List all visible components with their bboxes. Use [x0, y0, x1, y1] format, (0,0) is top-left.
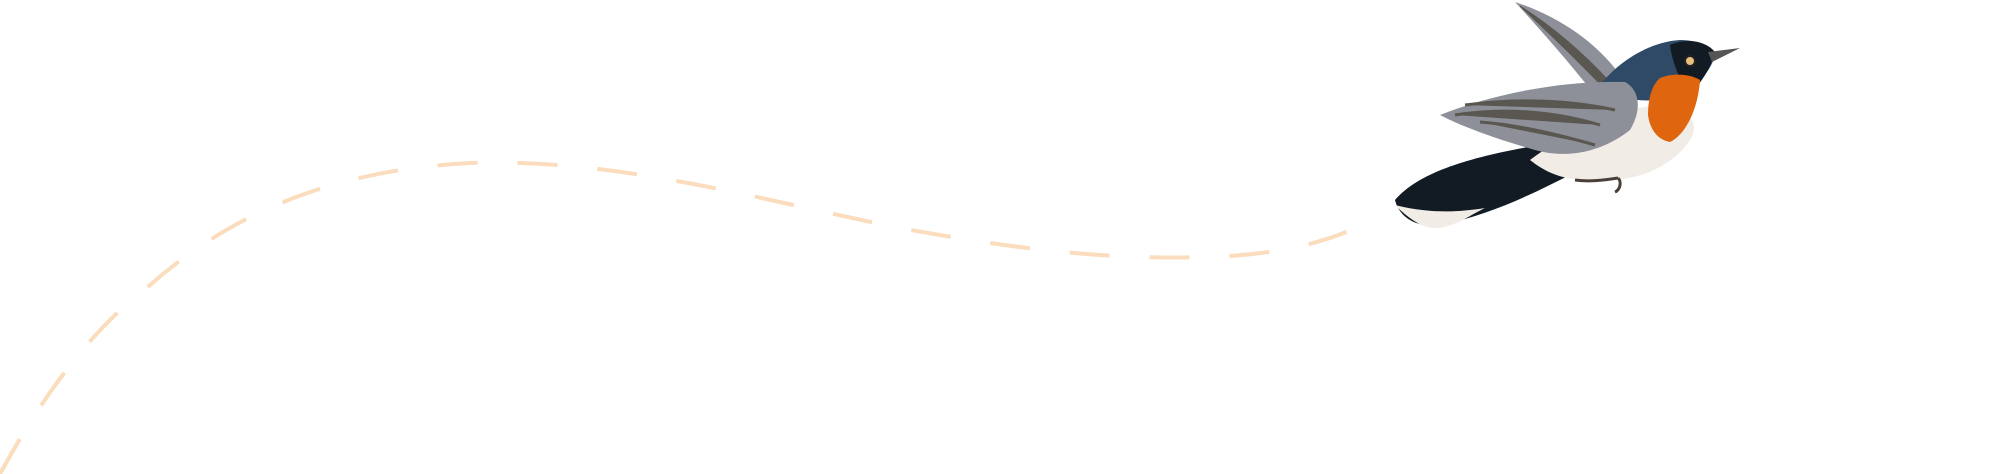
dashed-flight-path [0, 160, 1361, 474]
bird-tail-tips [1395, 205, 1485, 229]
bird-beak [1708, 48, 1740, 62]
bird-tail [1395, 145, 1570, 226]
bird-legs [1574, 176, 1622, 194]
bird-eye [1684, 55, 1696, 67]
bird-throat [1648, 74, 1700, 142]
bird-illustration [1395, 2, 1740, 229]
